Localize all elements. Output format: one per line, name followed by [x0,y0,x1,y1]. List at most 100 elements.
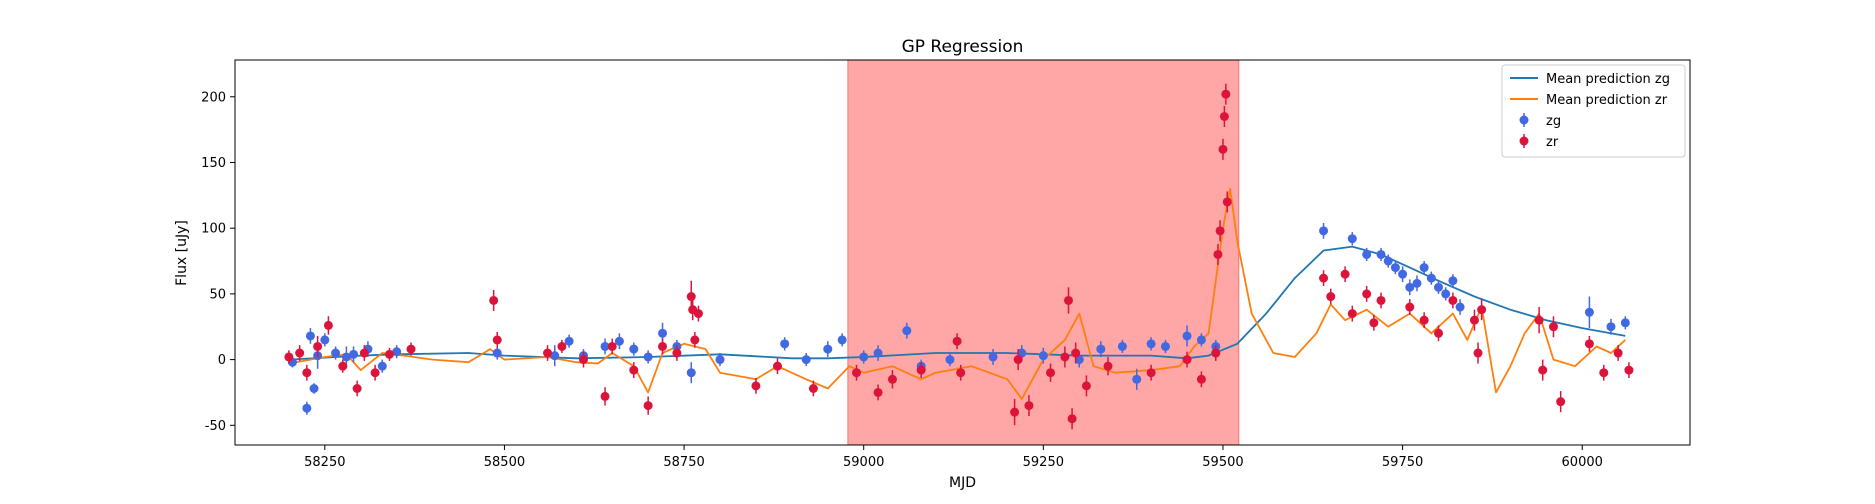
point-zr [772,361,782,371]
point-zg [1038,351,1048,361]
y-tick-label: 200 [201,90,226,105]
line-mean-prediction-zg [288,245,1626,361]
point-zg [1146,339,1156,349]
point-zr [1340,269,1350,279]
point-zg [309,383,319,393]
point-zr [1448,295,1458,305]
point-zr [284,352,294,362]
point-zr [1060,352,1070,362]
point-zr [384,349,394,359]
point-zr [1556,397,1566,407]
point-zr [1046,368,1056,378]
point-zr [873,387,883,397]
point-zg [1074,355,1084,365]
point-zg [550,351,560,361]
point-zg [1182,331,1192,341]
point-zr [686,292,696,302]
point-zr [1221,89,1231,99]
line-mean-prediction-zr [288,187,1626,400]
point-zr [1024,401,1034,411]
point-zg [1383,256,1393,266]
point-zr [1584,339,1594,349]
point-zg [1132,374,1142,384]
point-zg [1448,276,1458,286]
legend-box [1501,64,1686,158]
point-zr [352,383,362,393]
point-zg [1434,282,1444,292]
point-zr [1419,315,1429,325]
y-axis-label: Flux [uJy] [174,220,190,286]
point-zr [1369,318,1379,328]
point-zr [643,401,653,411]
point-zr [338,361,348,371]
legend-label: zg [1546,114,1561,129]
x-tick-label: 59000 [843,455,884,470]
legend: Mean prediction zg Mean prediction zr zg zr [1501,64,1686,158]
x-tick-label: 58500 [484,455,525,470]
point-zg [1376,249,1386,259]
x-tick-label: 59500 [1202,455,1243,470]
point-zr [1196,374,1206,384]
point-zg [859,352,869,362]
point-zr [1013,355,1023,365]
point-zr [323,320,333,330]
point-zr [658,341,668,351]
point-zr [1081,381,1091,391]
shaded-region [847,60,1240,445]
point-zg [1606,322,1616,332]
point-zr [302,368,312,378]
point-zr [1319,273,1329,283]
point-zr [1211,348,1221,358]
point-zr [1063,295,1073,305]
point-zg [1017,348,1027,358]
point-zr [295,348,305,358]
point-zr [1146,368,1156,378]
legend-label: Mean prediction zr [1546,93,1668,108]
point-zr [952,336,962,346]
point-zr [1010,407,1020,417]
point-zr [852,368,862,378]
axes: 58250 58500 58750 59000 59250 59500 59750 60000… [201,59,1691,470]
y-tick-label: 0 [218,353,226,368]
point-zg [1441,289,1451,299]
point-zr [956,368,966,378]
point-zr [578,355,588,365]
x-tick-label: 59250 [1023,455,1064,470]
point-zg [564,336,574,346]
point-zg [1362,249,1372,259]
point-zg [1096,344,1106,354]
x-tick-label: 59750 [1382,455,1423,470]
point-zr [1376,295,1386,305]
point-zg [341,352,351,362]
legend-label: zr [1546,135,1559,150]
point-zg [988,352,998,362]
x-tick-label: 58750 [663,455,704,470]
point-zr [1213,249,1223,259]
plot-area [284,60,1634,445]
point-zr [1071,348,1081,358]
point-zg [1419,263,1429,273]
point-zr [406,344,416,354]
point-zr [1624,365,1634,375]
point-zg [801,355,811,365]
plot-contents [284,60,1634,445]
point-zg [873,348,883,358]
point-zr [370,368,380,378]
point-zr [1548,322,1558,332]
point-zg [1398,269,1408,279]
y-tick-label: -50 [205,419,226,434]
point-zr [672,348,682,358]
chart-title: GP Regression [902,37,1024,57]
point-zg [320,335,330,345]
point-zg [1117,341,1127,351]
point-zg [902,326,912,336]
point-zg [1319,226,1329,236]
point-zr [1434,328,1444,338]
plot-frame [234,59,1691,446]
point-zg [1412,278,1422,288]
point-zr [1534,315,1544,325]
point-zg [331,348,341,358]
point-zr [1599,368,1609,378]
